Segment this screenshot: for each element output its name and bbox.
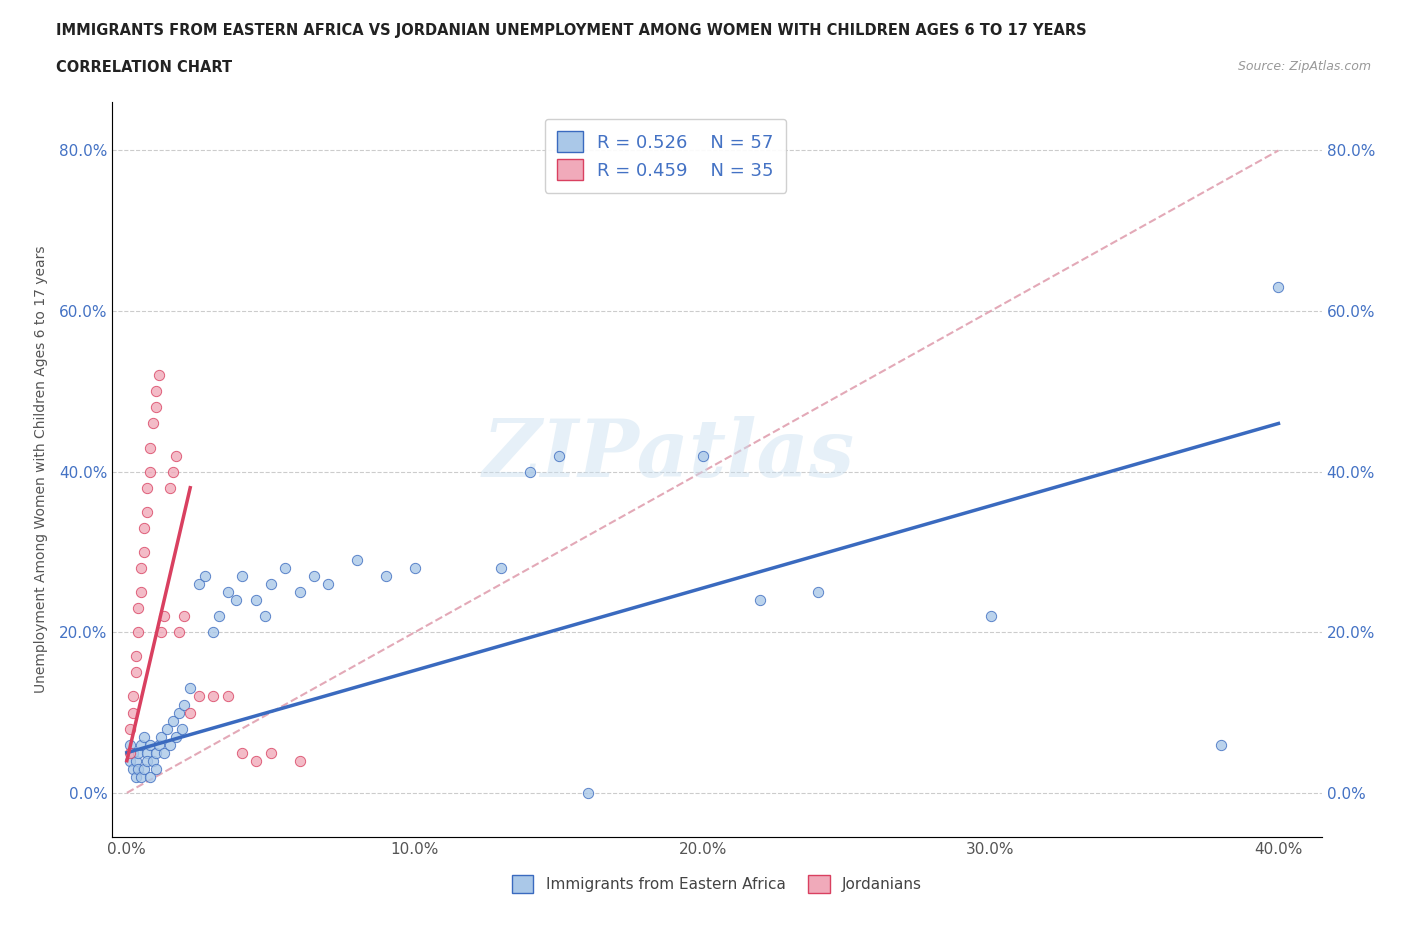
- Point: [145, 745, 167, 760]
- Point: [260, 745, 283, 760]
- Point: [202, 689, 225, 704]
- Point: [489, 561, 512, 576]
- Point: [260, 577, 283, 591]
- Point: [162, 464, 184, 479]
- Point: [202, 625, 225, 640]
- Point: [179, 681, 201, 696]
- Point: [136, 753, 159, 768]
- Point: [139, 440, 162, 455]
- Text: ZIPatlas: ZIPatlas: [482, 417, 855, 494]
- Point: [375, 568, 398, 583]
- Point: [692, 448, 714, 463]
- Y-axis label: Unemployment Among Women with Children Ages 6 to 17 years: Unemployment Among Women with Children A…: [34, 246, 48, 694]
- Text: Source: ZipAtlas.com: Source: ZipAtlas.com: [1237, 60, 1371, 73]
- Point: [139, 464, 162, 479]
- Point: [318, 577, 340, 591]
- Point: [980, 609, 1002, 624]
- Point: [346, 552, 368, 567]
- Point: [231, 568, 253, 583]
- Point: [173, 698, 195, 712]
- Point: [129, 737, 152, 752]
- Point: [136, 745, 159, 760]
- Point: [121, 689, 143, 704]
- Point: [124, 649, 146, 664]
- Point: [576, 786, 599, 801]
- Point: [134, 521, 156, 536]
- Point: [139, 737, 162, 752]
- Point: [121, 745, 143, 760]
- Point: [225, 592, 247, 607]
- Text: CORRELATION CHART: CORRELATION CHART: [56, 60, 232, 75]
- Point: [1267, 280, 1289, 295]
- Point: [129, 561, 152, 576]
- Point: [142, 753, 165, 768]
- Point: [1209, 737, 1232, 752]
- Point: [136, 480, 159, 495]
- Point: [121, 762, 143, 777]
- Point: [134, 544, 156, 559]
- Point: [145, 400, 167, 415]
- Point: [231, 745, 253, 760]
- Point: [150, 625, 173, 640]
- Point: [519, 464, 541, 479]
- Point: [121, 705, 143, 720]
- Point: [142, 416, 165, 431]
- Point: [170, 721, 193, 736]
- Point: [156, 721, 179, 736]
- Point: [127, 601, 149, 616]
- Point: [162, 713, 184, 728]
- Point: [187, 689, 209, 704]
- Point: [302, 568, 325, 583]
- Point: [217, 689, 239, 704]
- Point: [153, 609, 176, 624]
- Point: [807, 585, 830, 600]
- Point: [118, 753, 141, 768]
- Point: [187, 577, 209, 591]
- Point: [245, 753, 267, 768]
- Point: [208, 609, 231, 624]
- Text: IMMIGRANTS FROM EASTERN AFRICA VS JORDANIAN UNEMPLOYMENT AMONG WOMEN WITH CHILDR: IMMIGRANTS FROM EASTERN AFRICA VS JORDAN…: [56, 23, 1087, 38]
- Point: [134, 729, 156, 744]
- Point: [118, 737, 141, 752]
- Point: [127, 625, 149, 640]
- Point: [167, 705, 190, 720]
- Point: [165, 729, 187, 744]
- Point: [124, 769, 146, 784]
- Point: [145, 762, 167, 777]
- Point: [153, 745, 176, 760]
- Point: [127, 745, 149, 760]
- Point: [547, 448, 569, 463]
- Point: [127, 762, 149, 777]
- Point: [145, 384, 167, 399]
- Point: [245, 592, 267, 607]
- Point: [288, 585, 311, 600]
- Point: [254, 609, 277, 624]
- Point: [167, 625, 190, 640]
- Point: [194, 568, 217, 583]
- Point: [159, 737, 181, 752]
- Point: [217, 585, 239, 600]
- Point: [136, 504, 159, 519]
- Point: [124, 665, 146, 680]
- Point: [134, 762, 156, 777]
- Point: [124, 753, 146, 768]
- Point: [139, 769, 162, 784]
- Point: [404, 561, 426, 576]
- Point: [165, 448, 187, 463]
- Point: [118, 721, 141, 736]
- Point: [173, 609, 195, 624]
- Point: [129, 769, 152, 784]
- Legend: Immigrants from Eastern Africa, Jordanians: Immigrants from Eastern Africa, Jordania…: [506, 870, 928, 899]
- Point: [274, 561, 297, 576]
- Point: [150, 729, 173, 744]
- Point: [159, 480, 181, 495]
- Point: [288, 753, 311, 768]
- Point: [129, 585, 152, 600]
- Point: [118, 745, 141, 760]
- Point: [749, 592, 772, 607]
- Point: [148, 368, 170, 383]
- Point: [179, 705, 201, 720]
- Point: [148, 737, 170, 752]
